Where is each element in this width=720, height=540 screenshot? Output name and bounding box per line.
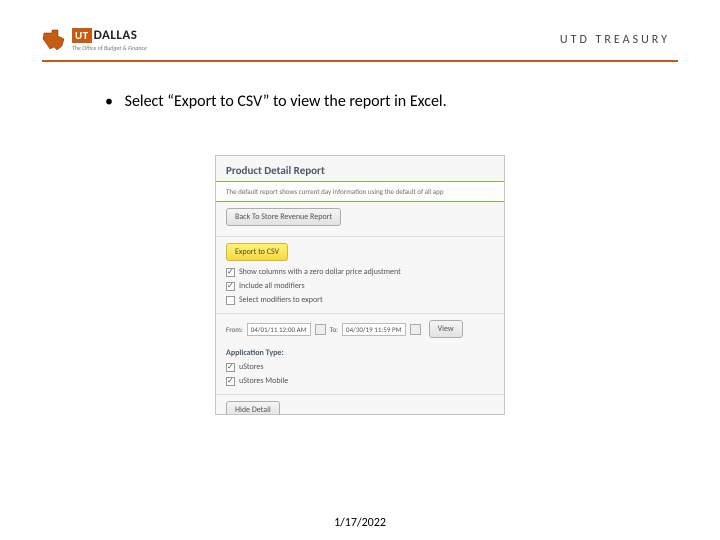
app-type-label: uStores Mobile: [239, 376, 288, 386]
logo-ut: UT: [72, 28, 92, 43]
texas-icon: [42, 29, 66, 51]
from-date-input[interactable]: 04/01/11 12:00 AM: [247, 323, 311, 336]
calendar-icon[interactable]: [315, 324, 326, 335]
checkbox-icon[interactable]: [226, 282, 235, 291]
logo-subtitle: The Office of Budget & Finance: [72, 44, 147, 52]
app-type-label: Application Type:: [216, 344, 504, 360]
checkbox-icon[interactable]: [226, 296, 235, 305]
view-button[interactable]: View: [429, 320, 463, 338]
app-type-row: uStores Mobile: [226, 374, 494, 388]
option-row: Select modifiers to export: [226, 293, 494, 307]
footer-date: 1/17/2022: [334, 516, 386, 530]
app-type-label: uStores: [239, 362, 264, 372]
from-label: From:: [226, 325, 243, 334]
embedded-screenshot: Product Detail Report The default report…: [215, 155, 505, 415]
logo-dallas: DALLAS: [94, 28, 138, 43]
option-label: Show columns with a zero dollar price ad…: [239, 267, 401, 277]
report-title: Product Detail Report: [216, 156, 504, 181]
export-csv-button[interactable]: Export to CSV: [226, 243, 288, 261]
option-row: Show columns with a zero dollar price ad…: [226, 265, 494, 279]
option-label: Include all modifiers: [239, 281, 305, 291]
option-row: Include all modifiers: [226, 279, 494, 293]
app-type-row: uStores: [226, 360, 494, 374]
checkbox-icon[interactable]: [226, 363, 235, 372]
calendar-icon[interactable]: [410, 324, 421, 335]
back-button[interactable]: Back To Store Revenue Report: [226, 208, 341, 226]
logo: UT DALLAS The Office of Budget & Finance: [42, 28, 147, 52]
checkbox-icon[interactable]: [226, 377, 235, 386]
option-label: Select modifiers to export: [239, 295, 323, 305]
to-label: To:: [330, 325, 338, 334]
hide-detail-button[interactable]: Hide Detail: [226, 401, 280, 415]
checkbox-icon[interactable]: [226, 268, 235, 277]
instruction-bullet: Select “Export to CSV” to view the repor…: [105, 92, 720, 111]
report-subtitle: The default report shows current day inf…: [216, 181, 504, 202]
to-date-input[interactable]: 04/30/19 11:59 PM: [342, 323, 406, 336]
header-right-text: UTD TREASURY: [560, 33, 670, 47]
header-divider: [42, 60, 678, 62]
